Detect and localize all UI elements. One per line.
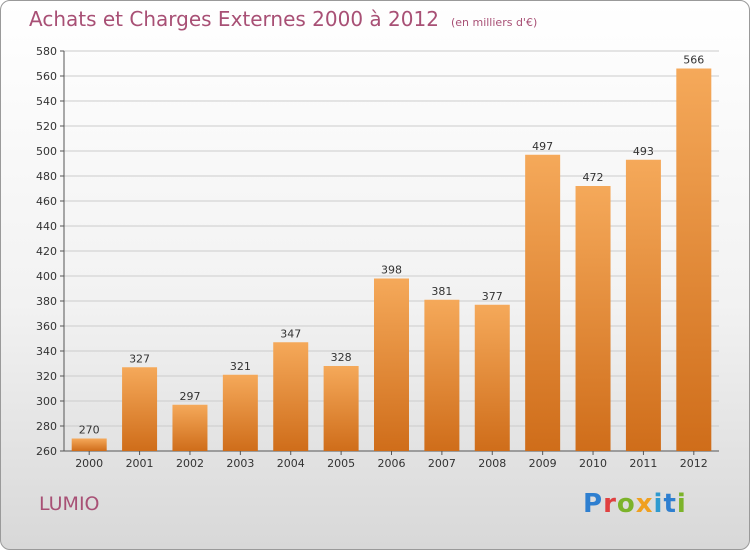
y-tick-label: 340	[36, 345, 57, 358]
bar	[576, 186, 611, 451]
x-tick-label: 2001	[126, 457, 154, 470]
y-tick-label: 260	[36, 445, 57, 458]
bar-value-label: 270	[79, 424, 100, 437]
y-tick-label: 420	[36, 245, 57, 258]
y-tick-label: 540	[36, 95, 57, 108]
bar	[122, 367, 157, 451]
bar	[626, 160, 661, 451]
y-tick-label: 440	[36, 220, 57, 233]
y-tick-label: 500	[36, 145, 57, 158]
x-tick-label: 2000	[75, 457, 103, 470]
bar-value-label: 377	[482, 290, 503, 303]
y-tick-label: 580	[36, 45, 57, 58]
y-tick-label: 460	[36, 195, 57, 208]
bar-value-label: 566	[683, 54, 704, 67]
x-tick-label: 2007	[428, 457, 456, 470]
bar	[475, 305, 510, 451]
y-tick-label: 360	[36, 320, 57, 333]
x-tick-label: 2012	[680, 457, 708, 470]
bar-value-label: 497	[532, 140, 553, 153]
y-tick-label: 380	[36, 295, 57, 308]
bar	[424, 300, 459, 451]
y-tick-label: 480	[36, 170, 57, 183]
bar-value-label: 328	[331, 351, 352, 364]
x-tick-label: 2002	[176, 457, 204, 470]
bar	[72, 439, 107, 452]
bar-value-label: 327	[129, 352, 150, 365]
bar-chart: 260 280 300 320 340 360 380 400 420 440 460 480 500 5…	[1, 1, 749, 549]
bar-value-label: 493	[633, 145, 654, 158]
bar-value-label: 472	[583, 171, 604, 184]
x-tick-label: 2004	[277, 457, 305, 470]
bar	[223, 375, 258, 451]
proxiti-logo: Proxiti	[583, 489, 687, 519]
bar-value-label: 398	[381, 264, 402, 277]
x-tick-label: 2010	[579, 457, 607, 470]
place-name: LUMIO	[39, 493, 100, 515]
x-tick-label: 2006	[378, 457, 406, 470]
bar-value-label: 381	[431, 285, 452, 298]
bar	[273, 342, 308, 451]
y-tick-label: 520	[36, 120, 57, 133]
bar-value-label: 347	[280, 327, 301, 340]
bar-value-label: 297	[179, 390, 200, 403]
x-tick-label: 2009	[529, 457, 557, 470]
bar-value-label: 321	[230, 360, 251, 373]
bar	[676, 69, 711, 452]
chart-frame: Achats et Charges Externes 2000 à 2012 (e…	[0, 0, 750, 550]
x-tick-label: 2011	[629, 457, 657, 470]
y-tick-label: 300	[36, 395, 57, 408]
y-tick-label: 280	[36, 420, 57, 433]
y-tick-label: 320	[36, 370, 57, 383]
bar	[374, 279, 409, 452]
y-tick-label: 560	[36, 70, 57, 83]
bar	[525, 155, 560, 451]
bar	[172, 405, 207, 451]
bar	[324, 366, 359, 451]
y-tick-label: 400	[36, 270, 57, 283]
x-tick-label: 2003	[226, 457, 254, 470]
x-tick-label: 2008	[478, 457, 506, 470]
x-tick-label: 2005	[327, 457, 355, 470]
